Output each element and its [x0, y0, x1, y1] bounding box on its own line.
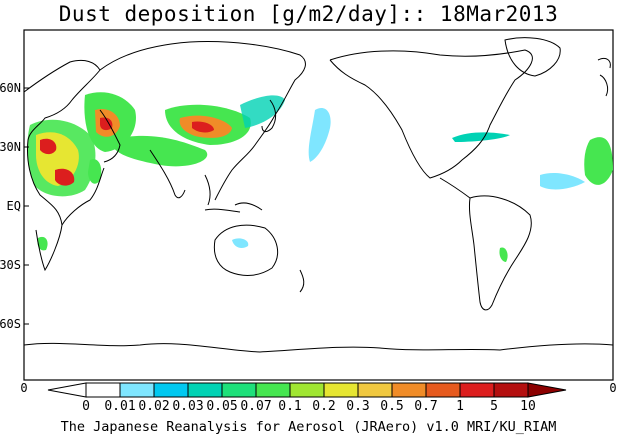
lon-label-left: 0: [20, 381, 27, 395]
colorbar-swatch: [357, 382, 393, 398]
coast-east-africa: [61, 167, 105, 226]
colorbar-tick-label: 0.03: [172, 399, 203, 414]
colorbar-tick-label: 0.05: [206, 399, 237, 414]
colorbar-arrow-low: [47, 382, 87, 398]
dust-sahara-core-north: [40, 138, 57, 155]
dust-south-africa: [37, 236, 48, 251]
coast-antarctica: [23, 342, 614, 353]
coast-south-america: [469, 195, 532, 311]
colorbar-swatch: [187, 382, 223, 398]
lat-axis: 60N 30N EQ 30S 60S: [0, 81, 29, 331]
colorbar-swatch: [85, 382, 121, 398]
lat-label-30n: 30N: [0, 140, 21, 154]
lat-label-eq: EQ: [7, 199, 21, 213]
coast-arabia: [99, 109, 121, 163]
footer-credit: The Japanese Reanalysis for Aerosol (JRA…: [60, 419, 557, 435]
dust-north-america: [452, 132, 510, 142]
colorbar-tick-label: 1: [456, 399, 464, 414]
colorbar-tick-label: 0.3: [346, 399, 369, 414]
dust-south-america: [499, 247, 508, 262]
coast-india: [149, 149, 186, 199]
coast-indochina: [204, 174, 211, 206]
dust-central-asia-band: [110, 135, 208, 167]
colorbar-swatch: [391, 382, 427, 398]
dust-gobi-core: [192, 121, 214, 133]
dust-sahara-core-south: [55, 168, 75, 186]
colorbar-tick-label: 0.2: [312, 399, 335, 414]
lat-label-30s: 30S: [0, 258, 21, 272]
colorbar-arrow-high: [527, 382, 567, 398]
dust-middle-east-core: [100, 117, 113, 131]
colorbar-tick-label: 0.5: [380, 399, 403, 414]
colorbar-swatch: [425, 382, 461, 398]
colorbar-swatch: [221, 382, 257, 398]
coast-europe-africa: [23, 59, 101, 272]
colorbar-swatch: [493, 382, 529, 398]
map-frame: [23, 29, 614, 381]
colorbar-tick-label: 10: [520, 399, 536, 414]
colorbar-tick-label: 0.07: [240, 399, 271, 414]
colorbar-tick-label: 0.02: [138, 399, 169, 414]
coast-europe-edge: [597, 57, 611, 69]
coast-indonesia-b: [234, 202, 263, 211]
map-title: Dust deposition [g/m2/day]:: 18Mar2013: [58, 2, 559, 26]
coast-japan: [261, 99, 277, 133]
lat-label-60n: 60N: [0, 81, 21, 95]
lon-label-right: 0: [609, 381, 616, 395]
colorbar-swatch: [119, 382, 155, 398]
coastlines: [23, 37, 614, 353]
colorbar: 0 0.01 0.02 0.03 0.05 0.07 0.1 0.2 0.3 0.5 0.7 1 5 10: [47, 382, 567, 414]
colorbar-tick-label: 0.1: [278, 399, 301, 414]
dust-horn-africa: [88, 159, 102, 184]
coast-uk-edge: [599, 74, 609, 97]
coast-new-zealand: [299, 269, 305, 293]
coast-greenland: [504, 37, 561, 77]
colorbar-swatch: [153, 382, 189, 398]
colorbar-tick-label: 0.7: [414, 399, 437, 414]
lat-label-60s: 60S: [0, 317, 21, 331]
dust-field: [27, 92, 613, 262]
coast-indonesia-a: [204, 208, 241, 213]
dust-australia: [232, 238, 249, 248]
colorbar-swatch: [323, 382, 359, 398]
coast-asia: [99, 41, 306, 201]
colorbar-swatch: [289, 382, 325, 398]
coast-australia: [213, 224, 279, 276]
dust-plume-japan: [240, 95, 285, 128]
colorbar-tick-label: 5: [490, 399, 498, 414]
colorbar-tick-label: 0: [82, 399, 90, 414]
colorbar-swatch: [459, 382, 495, 398]
coast-central-america: [439, 177, 471, 199]
dust-pacific-wisp: [308, 108, 331, 162]
colorbar-swatch: [255, 382, 291, 398]
dust-atlantic-wisp: [540, 172, 585, 190]
colorbar-tick-label: 0.01: [104, 399, 135, 414]
coast-north-america: [329, 49, 533, 179]
dust-atlantic-east: [584, 137, 613, 185]
